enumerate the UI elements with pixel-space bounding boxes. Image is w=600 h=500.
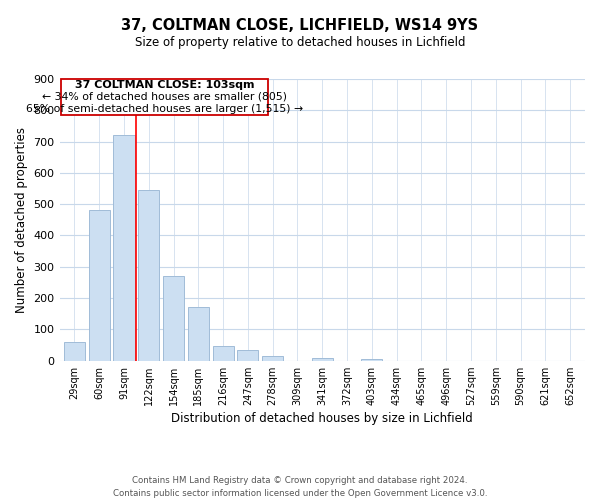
Bar — [361, 359, 382, 360]
Bar — [188, 306, 209, 360]
Text: ← 34% of detached houses are smaller (805): ← 34% of detached houses are smaller (80… — [42, 92, 287, 102]
X-axis label: Distribution of detached houses by size in Lichfield: Distribution of detached houses by size … — [172, 412, 473, 425]
Bar — [163, 276, 184, 360]
Bar — [89, 210, 110, 360]
Text: Contains HM Land Registry data © Crown copyright and database right 2024.
Contai: Contains HM Land Registry data © Crown c… — [113, 476, 487, 498]
Text: 37, COLTMAN CLOSE, LICHFIELD, WS14 9YS: 37, COLTMAN CLOSE, LICHFIELD, WS14 9YS — [121, 18, 479, 32]
Bar — [212, 346, 233, 360]
Bar — [262, 356, 283, 360]
Text: Size of property relative to detached houses in Lichfield: Size of property relative to detached ho… — [135, 36, 465, 49]
Text: 65% of semi-detached houses are larger (1,515) →: 65% of semi-detached houses are larger (… — [26, 104, 303, 114]
Bar — [312, 358, 333, 360]
Y-axis label: Number of detached properties: Number of detached properties — [15, 127, 28, 313]
Bar — [238, 350, 259, 360]
Text: 37 COLTMAN CLOSE: 103sqm: 37 COLTMAN CLOSE: 103sqm — [74, 80, 254, 90]
Bar — [64, 342, 85, 360]
Bar — [113, 136, 134, 360]
Bar — [138, 190, 160, 360]
FancyBboxPatch shape — [61, 79, 268, 115]
